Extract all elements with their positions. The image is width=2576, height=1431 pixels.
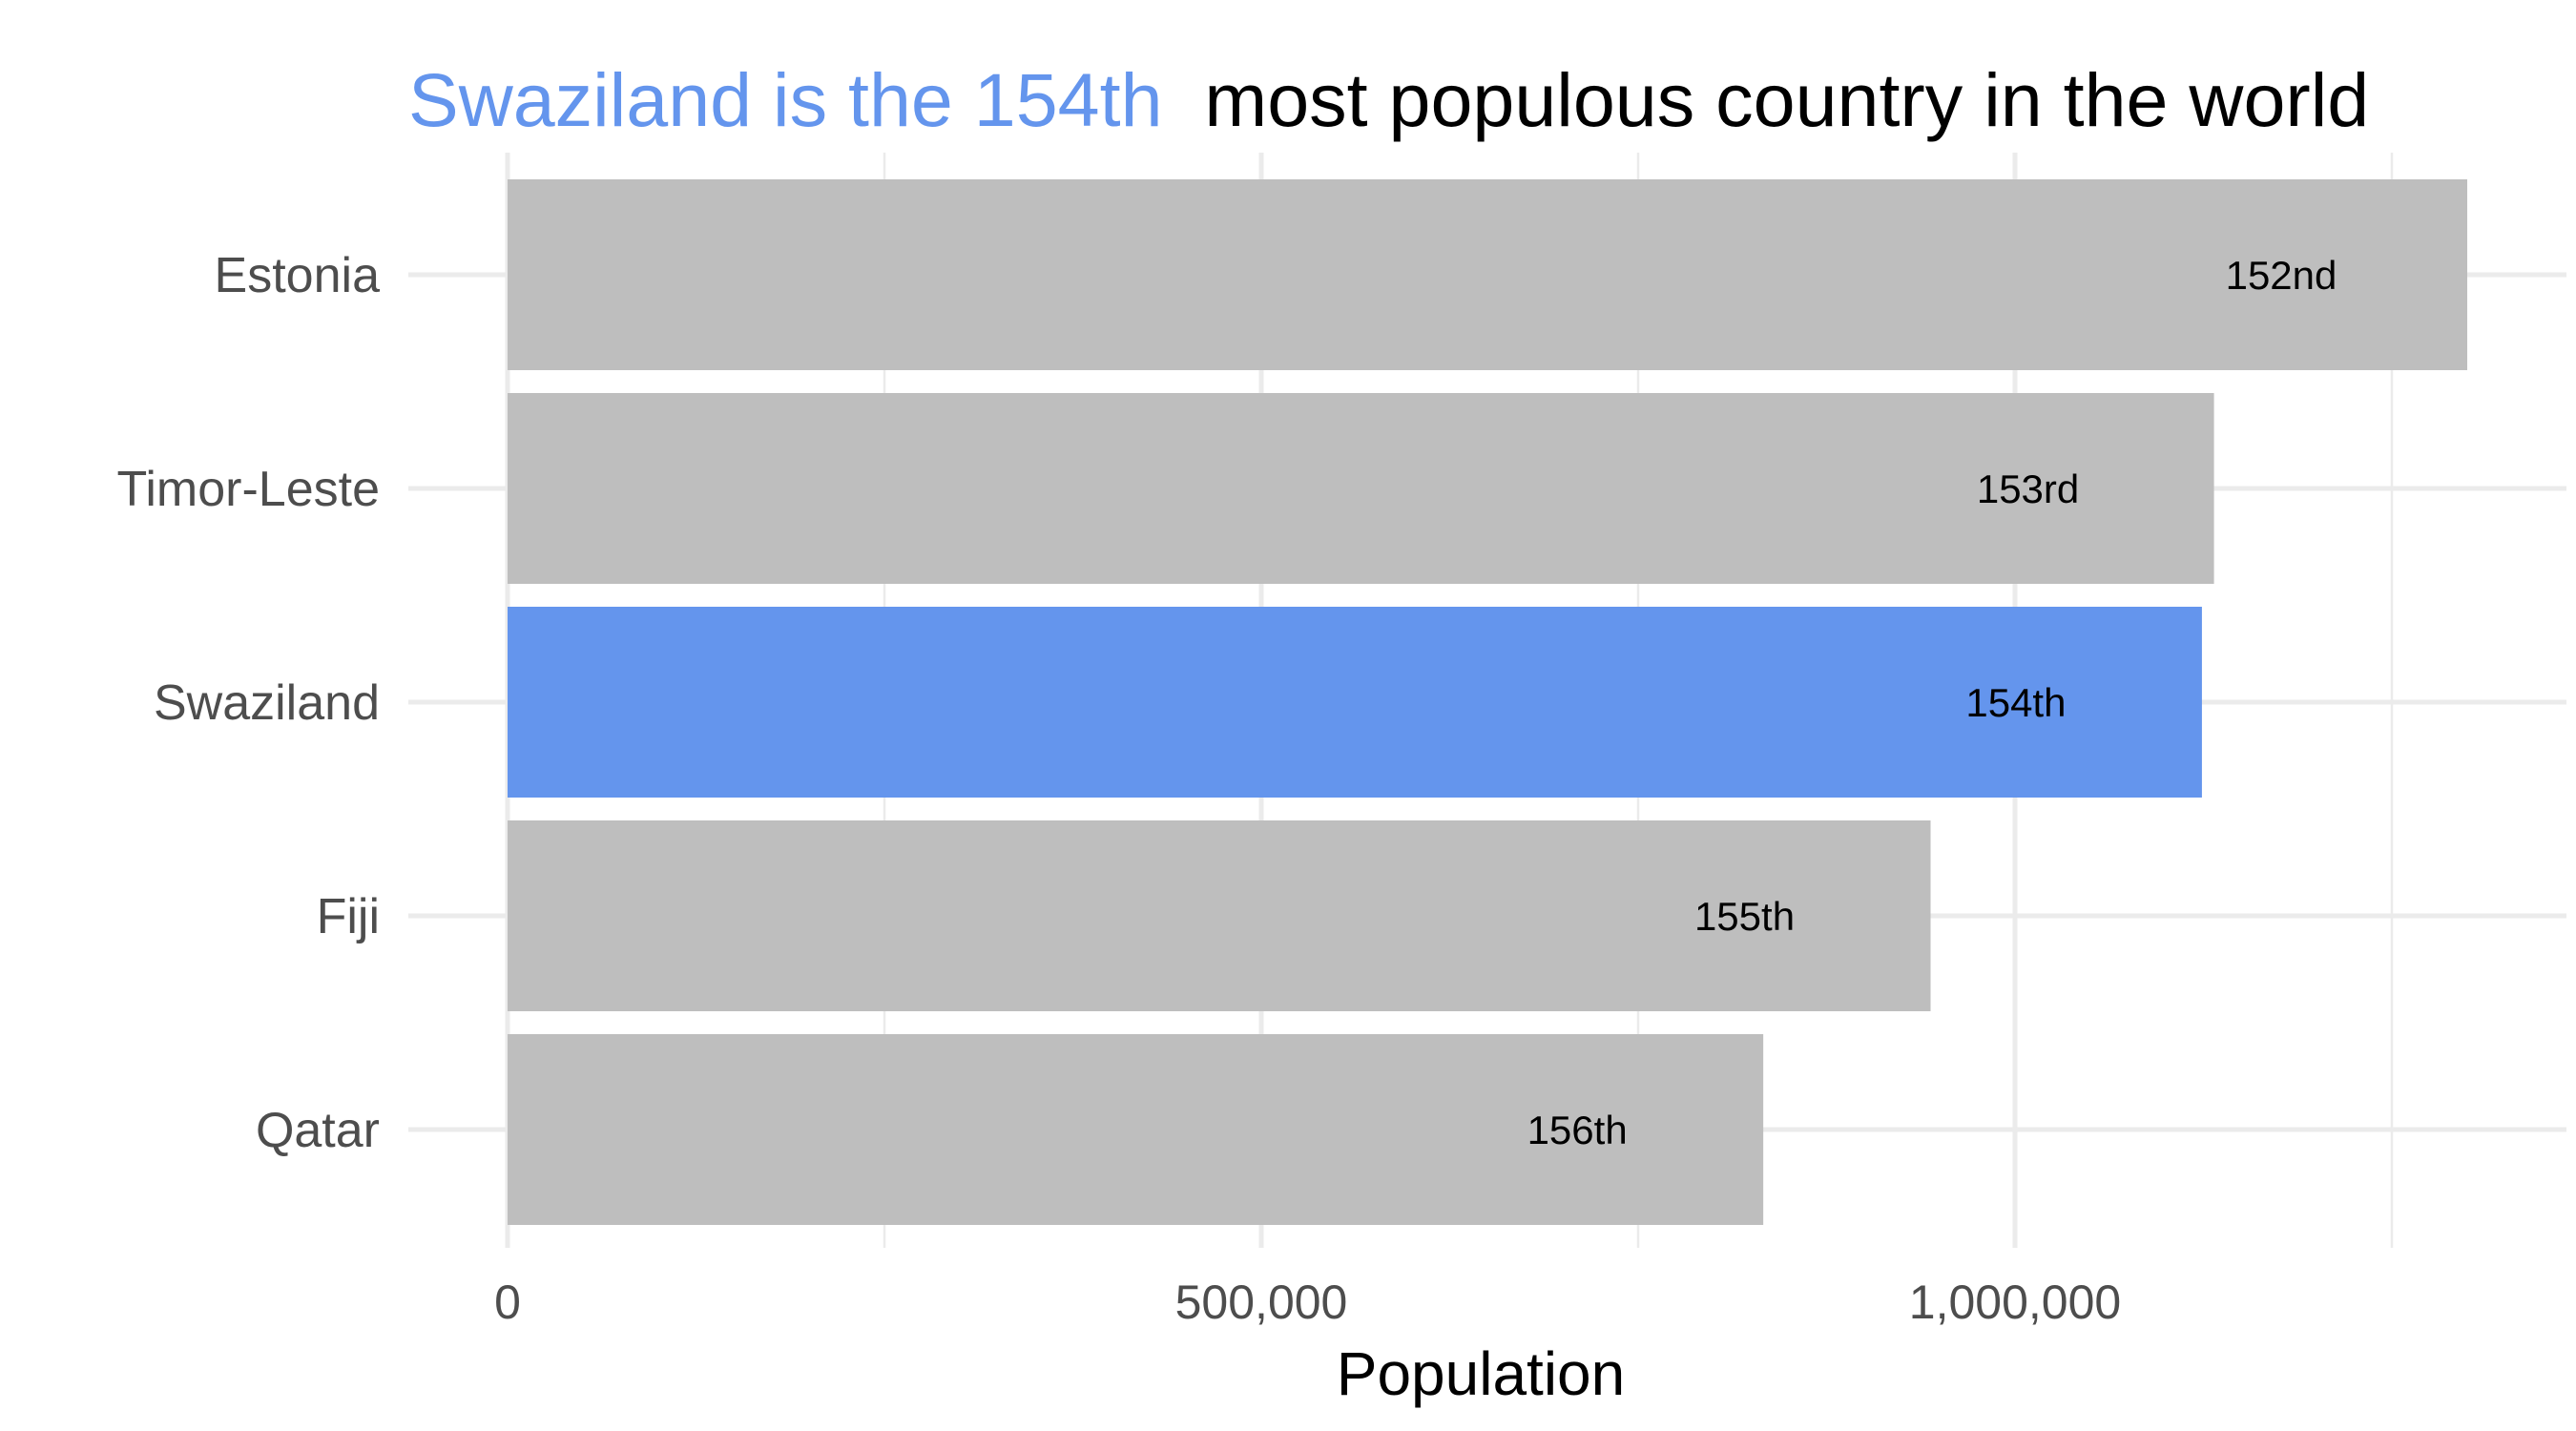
x-axis-title: Population <box>1337 1339 1625 1408</box>
x-tick-label: 0 <box>494 1275 521 1329</box>
chart-title-rest: most populous country in the world <box>1183 57 2369 142</box>
x-tick-label: 1,000,000 <box>1909 1275 2121 1329</box>
bar-label-swaziland: 154th <box>1965 680 2066 725</box>
chart-title: Swaziland is the 154th most populous cou… <box>408 57 2369 142</box>
y-axis-tick-labels: Estonia Timor-Leste Swaziland Fiji Qatar <box>117 248 381 1158</box>
x-tick-label: 500,000 <box>1175 1275 1348 1329</box>
bar-swaziland <box>508 607 2202 798</box>
chart-title-highlight: Swaziland is the 154th <box>408 57 1163 142</box>
bar-label-estonia: 152nd <box>2226 253 2337 298</box>
bar-timor-leste <box>508 393 2214 584</box>
y-tick-label-timor-leste: Timor-Leste <box>117 462 380 517</box>
bar-qatar <box>508 1034 1764 1225</box>
bar-estonia <box>508 179 2467 370</box>
bars <box>508 179 2467 1225</box>
bar-label-timor-leste: 153rd <box>1977 467 2079 511</box>
y-tick-label-fiji: Fiji <box>317 889 380 944</box>
bar-label-fiji: 155th <box>1694 894 1795 939</box>
x-axis-tick-labels: 0 500,000 1,000,000 <box>494 1275 2121 1329</box>
y-tick-label-swaziland: Swaziland <box>154 675 380 731</box>
bar-fiji <box>508 820 1931 1011</box>
bar-labels: 152nd 153rd 154th 155th 156th <box>1527 253 2337 1152</box>
y-tick-label-qatar: Qatar <box>256 1103 380 1158</box>
bar-label-qatar: 156th <box>1527 1108 1628 1152</box>
y-tick-label-estonia: Estonia <box>215 248 381 303</box>
